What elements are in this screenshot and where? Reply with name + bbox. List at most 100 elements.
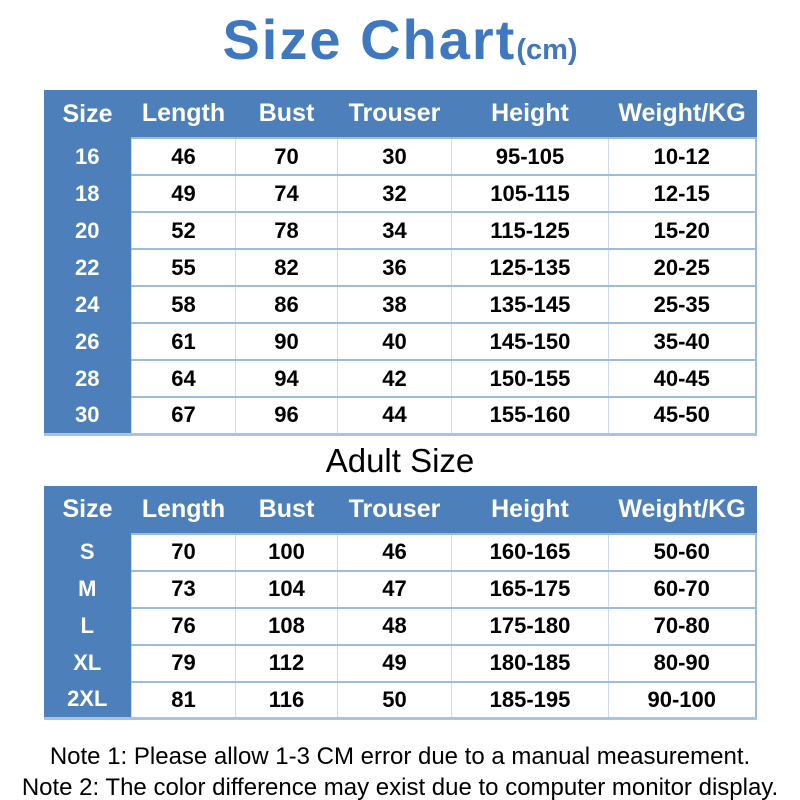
value-cell: 49 xyxy=(131,174,236,213)
notes-block: Note 1: Please allow 1-3 CM error due to… xyxy=(0,741,800,800)
value-cell: 150-155 xyxy=(451,359,609,398)
value-cell: 81 xyxy=(131,680,236,720)
page-title-unit: (cm) xyxy=(516,34,578,66)
value-cell: 180-185 xyxy=(451,643,609,683)
value-cell: 46 xyxy=(131,137,236,176)
value-cell: 145-150 xyxy=(451,322,609,361)
value-cell: 36 xyxy=(337,248,452,287)
value-cell: 160-165 xyxy=(451,532,609,572)
column-header-height: Height xyxy=(491,99,569,127)
value-cell: 61 xyxy=(131,322,236,361)
column-header-bust: Bust xyxy=(258,99,315,127)
value-cell: 90-100 xyxy=(608,680,757,720)
column-header-bust: Bust xyxy=(258,494,315,523)
table-row: XL 79 112 49 180-185 80-90 xyxy=(44,643,757,683)
value-cell: 78 xyxy=(235,211,338,250)
value-cell: 46 xyxy=(337,532,452,572)
column-header-length: Length xyxy=(141,494,226,523)
table-row: 24 58 86 38 135-145 25-35 xyxy=(44,285,757,324)
value-cell: 70 xyxy=(131,532,236,572)
value-cell: 105-115 xyxy=(451,174,609,213)
value-cell: 34 xyxy=(337,211,452,250)
adult-section-title: Adult Size xyxy=(325,441,475,479)
value-cell: 49 xyxy=(337,643,452,683)
column-header-trouser: Trouser xyxy=(348,99,441,127)
size-label-cell: XL xyxy=(73,650,102,675)
size-label-cell: S xyxy=(79,539,95,564)
table-row: 16 46 70 30 95-105 10-12 xyxy=(44,137,757,176)
value-cell: 25-35 xyxy=(608,285,757,324)
size-label-cell: 20 xyxy=(75,217,100,243)
size-label-cell: 16 xyxy=(75,143,100,169)
value-cell: 86 xyxy=(235,285,338,324)
column-header-length: Length xyxy=(141,99,226,127)
value-cell: 90 xyxy=(235,322,338,361)
value-cell: 32 xyxy=(337,174,452,213)
table-row: M 73 104 47 165-175 60-70 xyxy=(44,569,757,609)
value-cell: 104 xyxy=(235,569,338,609)
table-row: S 70 100 46 160-165 50-60 xyxy=(44,532,757,572)
column-header-weight-kg: Weight/KG xyxy=(618,99,746,127)
value-cell: 112 xyxy=(235,643,338,683)
value-cell: 47 xyxy=(337,569,452,609)
value-cell: 55 xyxy=(131,248,236,287)
adult-size-table: Size Length Bust Trouser Height Weight/KG S 70 1… xyxy=(43,485,757,720)
value-cell: 12-15 xyxy=(608,174,757,213)
table-header-row: Size Length Bust Trouser Height Weight/KG xyxy=(44,486,756,534)
size-label-cell: 30 xyxy=(43,397,132,436)
value-cell: 79 xyxy=(131,643,236,683)
size-label-cell: 24 xyxy=(75,291,100,317)
table-row: 30 67 96 44 155-160 45-50 xyxy=(43,396,757,436)
value-cell: 70 xyxy=(235,137,338,176)
note-line-2: Note 2: The color difference may exist d… xyxy=(21,774,779,800)
value-cell: 165-175 xyxy=(451,569,609,609)
value-cell: 96 xyxy=(235,396,338,436)
value-cell: 64 xyxy=(131,359,236,398)
value-cell: 100 xyxy=(235,532,338,572)
value-cell: 155-160 xyxy=(451,396,609,436)
value-cell: 67 xyxy=(131,396,236,436)
note-line-1: Note 1: Please allow 1-3 CM error due to… xyxy=(49,743,751,770)
page-title-text: Size Chart xyxy=(222,8,517,71)
value-cell: 35-40 xyxy=(608,322,757,361)
value-cell: 50 xyxy=(337,680,452,720)
value-cell: 115-125 xyxy=(451,211,609,250)
table-row: 20 52 78 34 115-125 15-20 xyxy=(44,211,757,250)
size-label-cell: 2XL xyxy=(43,681,132,720)
column-header-size: Size xyxy=(62,99,113,128)
column-header-height: Height xyxy=(491,494,569,523)
table-header-row: Size Length Bust Trouser Height Weight/KG xyxy=(44,90,756,138)
table-row: 28 64 94 42 150-155 40-45 xyxy=(44,359,757,398)
table-row: 26 61 90 40 145-150 35-40 xyxy=(44,322,757,361)
value-cell: 108 xyxy=(235,606,338,646)
value-cell: 70-80 xyxy=(608,606,757,646)
size-label-cell: 22 xyxy=(75,254,100,280)
value-cell: 82 xyxy=(235,248,338,287)
value-cell: 60-70 xyxy=(608,569,757,609)
value-cell: 95-105 xyxy=(451,137,609,176)
value-cell: 175-180 xyxy=(451,606,609,646)
column-header-size: Size xyxy=(62,495,113,523)
column-header-trouser: Trouser xyxy=(348,494,441,523)
value-cell: 73 xyxy=(131,569,236,609)
value-cell: 52 xyxy=(131,211,236,250)
value-cell: 50-60 xyxy=(608,532,757,572)
table-row: 22 55 82 36 125-135 20-25 xyxy=(44,248,757,287)
value-cell: 30 xyxy=(337,137,452,176)
page-title: Size Chart(cm) xyxy=(0,0,800,78)
column-header-weight-kg: Weight/KG xyxy=(618,494,746,523)
value-cell: 185-195 xyxy=(451,680,609,720)
value-cell: 45-50 xyxy=(608,396,757,436)
value-cell: 40-45 xyxy=(608,359,757,398)
value-cell: 74 xyxy=(235,174,338,213)
value-cell: 15-20 xyxy=(608,211,757,250)
value-cell: 135-145 xyxy=(451,285,609,324)
value-cell: 10-12 xyxy=(608,137,757,176)
table-row: L 76 108 48 175-180 70-80 xyxy=(44,606,757,646)
value-cell: 48 xyxy=(337,606,452,646)
value-cell: 94 xyxy=(235,359,338,398)
child-size-table: Size Length Bust Trouser Height Weight/KG 16 46… xyxy=(43,90,757,436)
value-cell: 76 xyxy=(131,606,236,646)
table-row: 18 49 74 32 105-115 12-15 xyxy=(44,174,757,213)
size-label-cell: 26 xyxy=(75,328,100,354)
